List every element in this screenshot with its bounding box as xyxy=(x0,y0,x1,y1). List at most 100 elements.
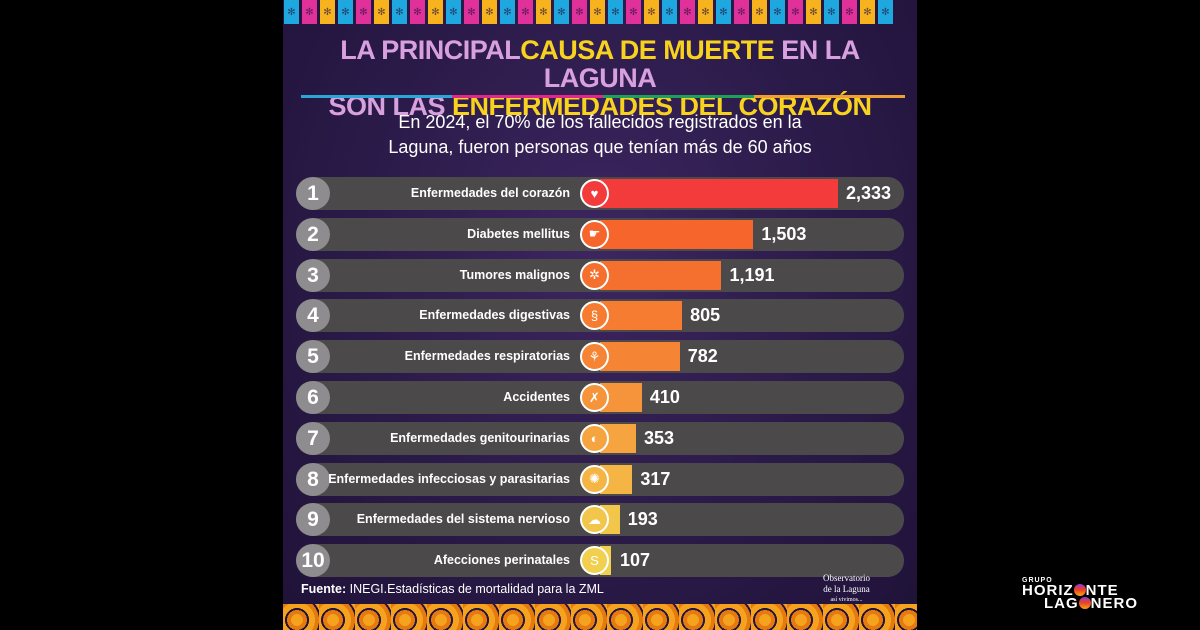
rank-badge: 9 xyxy=(296,503,330,537)
page-title: LA PRINCIPALCAUSA DE MUERTE EN LA LAGUNA… xyxy=(283,36,917,120)
paper-flag: ✻ xyxy=(572,0,587,24)
fall-accident-icon: ✗ xyxy=(580,383,609,412)
bar xyxy=(600,301,683,331)
paper-flag: ✻ xyxy=(752,0,767,24)
value-label: 410 xyxy=(649,387,680,407)
category-label: Diabetes mellitus xyxy=(467,226,570,241)
value-label: 782 xyxy=(687,346,718,367)
divider-segment xyxy=(452,95,603,98)
bar xyxy=(600,342,680,372)
kidneys-icon: ◐ xyxy=(580,423,609,453)
bar-row: 5 Enfermedades respiratorias ⚘ 782 xyxy=(296,340,904,374)
paper-flag: ✻ xyxy=(464,0,479,24)
paper-flag: ✻ xyxy=(662,0,677,24)
brand-text: NTE xyxy=(1085,582,1119,599)
paper-flag: ✻ xyxy=(608,0,623,24)
brand-text: LAG xyxy=(1044,595,1079,612)
divider-segment xyxy=(301,95,452,98)
title-part: CAUSA DE MUERTE xyxy=(520,35,775,65)
paper-flag: ✻ xyxy=(302,0,317,24)
rank-badge: 6 xyxy=(296,381,330,414)
category-label: Enfermedades respiratorias xyxy=(404,349,570,364)
observatorio-logo: Observatorio de la Laguna así vivimos... xyxy=(823,573,870,606)
category-label: Tumores malignos xyxy=(459,267,570,282)
paper-flag: ✻ xyxy=(878,0,893,24)
category-label: Accidentes xyxy=(503,390,570,404)
value-label: 805 xyxy=(690,305,721,326)
source-label: Fuente: xyxy=(301,582,347,596)
rank-badge: 8 xyxy=(296,462,330,496)
title-part: LA PRINCIPAL xyxy=(340,35,521,65)
value-label: 1,503 xyxy=(761,223,807,244)
bar-row: 6 Accidentes ✗ 410 xyxy=(296,381,904,414)
color-divider xyxy=(301,95,905,98)
rank-badge: 10 xyxy=(296,544,330,578)
value-label: 1,191 xyxy=(729,264,775,285)
value-label: 317 xyxy=(640,468,671,489)
category-label: Afecciones perinatales xyxy=(433,553,570,568)
rank-badge: 5 xyxy=(296,340,330,374)
marigold-border xyxy=(283,604,917,630)
category-label: Enfermedades digestivas xyxy=(419,308,570,323)
value-label: 353 xyxy=(644,427,675,448)
bar-row: 4 Enfermedades digestivas § 805 xyxy=(296,299,904,333)
divider-segment xyxy=(754,95,905,98)
source-text: INEGI.Estadísticas de mortalidad para la… xyxy=(346,582,604,596)
rank-badge: 2 xyxy=(296,217,330,251)
virus-icon: ✺ xyxy=(580,464,609,494)
finger-prick-icon: ☛ xyxy=(580,219,609,249)
bar-row: 7 Enfermedades genitourinarias ◐ 353 xyxy=(296,421,904,455)
paper-flag: ✻ xyxy=(644,0,659,24)
paper-flag: ✻ xyxy=(284,0,299,24)
rank-badge: 7 xyxy=(296,421,330,455)
paper-flag: ✻ xyxy=(680,0,695,24)
paper-flag: ✻ xyxy=(338,0,353,24)
subtitle: En 2024, el 70% de los fallecidos regist… xyxy=(283,110,917,160)
bar-row: 9 Enfermedades del sistema nervioso ☁ 19… xyxy=(296,503,904,537)
paper-flag: ✻ xyxy=(770,0,785,24)
category-label: Enfermedades del corazón xyxy=(410,186,570,200)
paper-flag: ✻ xyxy=(410,0,425,24)
paper-flag: ✻ xyxy=(374,0,389,24)
paper-flag: ✻ xyxy=(356,0,371,24)
paper-flag: ✻ xyxy=(734,0,749,24)
bar xyxy=(600,260,722,290)
paper-flag: ✻ xyxy=(590,0,605,24)
tumor-cells-icon: ✲ xyxy=(580,260,609,290)
paper-flag: ✻ xyxy=(446,0,461,24)
source-note: Fuente: INEGI.Estadísticas de mortalidad… xyxy=(301,582,604,596)
papel-picado-banner: ✻ ✻ ✻ ✻ ✻ ✻ ✻ ✻ ✻ ✻ ✻ ✻ ✻ ✻ ✻ ✻ ✻ ✻ ✻ ✻ ✻ ✻ ✻ ✻ ✻ ✻ ✻ ✻ ✻ ✻ ✻ ✻ ✻ ✻ xyxy=(283,0,917,26)
paper-flag: ✻ xyxy=(842,0,857,24)
rank-badge: 4 xyxy=(296,299,330,333)
brand-circle-icon xyxy=(1078,597,1091,609)
paper-flag: ✻ xyxy=(716,0,731,24)
brain-icon: ☁ xyxy=(580,505,609,535)
infographic-panel: ✻ ✻ ✻ ✻ ✻ ✻ ✻ ✻ ✻ ✻ ✻ ✻ ✻ ✻ ✻ ✻ ✻ ✻ ✻ ✻ ✻ ✻ ✻ ✻ ✻ ✻ ✻ ✻ ✻ ✻ ✻ ✻ ✻ ✻ LA PR… xyxy=(283,0,917,630)
subtitle-line: Laguna, fueron personas que tenían más d… xyxy=(388,137,812,157)
category-label: Enfermedades del sistema nervioso xyxy=(356,512,570,527)
intestine-icon: § xyxy=(580,301,609,331)
paper-flag: ✻ xyxy=(320,0,335,24)
paper-flag: ✻ xyxy=(788,0,803,24)
value-label: 2,333 xyxy=(846,183,892,203)
divider-segment xyxy=(603,95,754,98)
brand-group: GRUPO xyxy=(1022,577,1053,584)
bar-row: 2 Diabetes mellitus ☛ 1,503 xyxy=(296,217,904,251)
bar-row: 3 Tumores malignos ✲ 1,191 xyxy=(296,258,904,292)
logo-text: así vivimos... xyxy=(830,597,863,603)
category-label: Enfermedades genitourinarias xyxy=(390,430,570,445)
paper-flag: ✻ xyxy=(428,0,443,24)
lungs-icon: ⚘ xyxy=(580,342,609,372)
subtitle-line: En 2024, el 70% de los fallecidos regist… xyxy=(398,112,802,132)
paper-flag: ✻ xyxy=(698,0,713,24)
bar-row: 1 Enfermedades del corazón ♥ 2,333 xyxy=(296,177,904,210)
paper-flag: ✻ xyxy=(824,0,839,24)
paper-flag: ✻ xyxy=(626,0,641,24)
title-part: EN LA LAGUNA xyxy=(543,35,861,93)
paper-flag: ✻ xyxy=(518,0,533,24)
bar-row: 8 Enfermedades infecciosas y parasitaria… xyxy=(296,462,904,496)
paper-flag: ✻ xyxy=(860,0,875,24)
brand-text: HORIZ xyxy=(1022,582,1074,599)
bar xyxy=(600,219,754,249)
logo-text: de la Laguna xyxy=(823,584,870,594)
